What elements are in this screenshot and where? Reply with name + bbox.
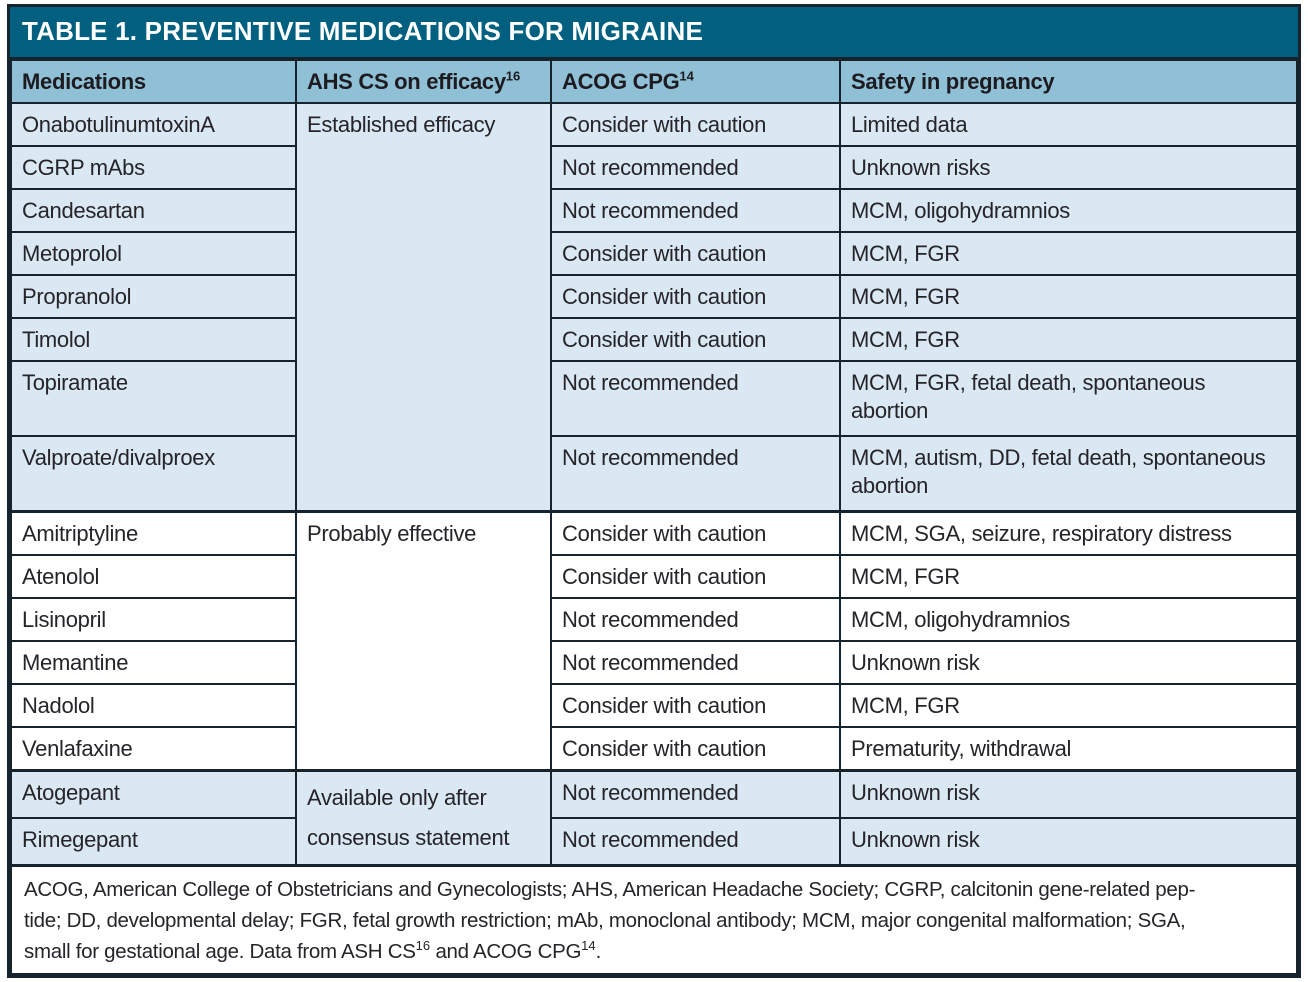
column-header-acog-cpg: ACOG CPG14 — [550, 59, 841, 104]
medication-cell: Memantine — [10, 639, 297, 685]
acog-cell: Not recommended — [550, 145, 841, 190]
footnote-row: ACOG, American College of Obstetricians … — [10, 863, 1298, 975]
medication-cell: Timolol — [10, 317, 297, 362]
column-superscript: 16 — [505, 68, 521, 84]
safety-cell: MCM, SGA, seizure, respiratory distress — [839, 509, 1298, 556]
acog-cell: Consider with caution — [550, 102, 841, 147]
acog-cell: Consider with caution — [550, 553, 841, 599]
medication-cell: Candesartan — [10, 188, 297, 233]
preventive-medications-table: Medications AHS CS on efficacy16 ACOG CP… — [10, 59, 1298, 975]
acog-cell: Consider with caution — [550, 317, 841, 362]
medication-cell: Atenolol — [10, 553, 297, 599]
medication-cell: Venlafaxine — [10, 725, 297, 771]
table-row: Rimegepant Not recommended Unknown risk — [10, 816, 1298, 866]
acog-cell: Not recommended — [550, 768, 841, 819]
acog-cell: Not recommended — [550, 596, 841, 642]
safety-cell: MCM, FGR — [839, 231, 1298, 276]
table-row: Propranolol Consider with caution MCM, F… — [10, 274, 1298, 319]
medication-cell: Valproate/divalproex — [10, 435, 297, 512]
medication-cell: Propranolol — [10, 274, 297, 319]
column-header-safety-pregnancy: Safety in pregnancy — [839, 59, 1298, 104]
footnote-superscript: 16 — [415, 937, 431, 953]
table-row: Atenolol Consider with caution MCM, FGR — [10, 553, 1298, 599]
safety-cell: MCM, oligohydramnios — [839, 596, 1298, 642]
column-label: Medications — [22, 69, 146, 94]
column-header-medications: Medications — [10, 59, 297, 104]
safety-cell: Unknown risk — [839, 768, 1298, 819]
safety-cell: Unknown risk — [839, 639, 1298, 685]
header-row: Medications AHS CS on efficacy16 ACOG CP… — [10, 59, 1298, 104]
footnote-text: small for gestational age. Data from ASH… — [24, 939, 416, 963]
medication-cell: Nadolol — [10, 682, 297, 728]
table-row: Amitriptyline Probably effective Conside… — [10, 509, 1298, 771]
acog-cell: Not recommended — [550, 816, 841, 866]
medication-cell: Atogepant — [10, 768, 297, 819]
table-row: Metoprolol Consider with caution MCM, FG… — [10, 231, 1298, 276]
footnote-line: small for gestational age. Data from ASH… — [24, 936, 1284, 967]
safety-cell: Unknown risks — [839, 145, 1298, 190]
efficacy-group-cell: Available only after consensus statement — [295, 768, 552, 866]
acog-cell: Not recommended — [550, 435, 841, 512]
table-row: Valproate/divalproex Not recommended MCM… — [10, 435, 1298, 512]
acog-cell: Consider with caution — [550, 231, 841, 276]
table-row: OnabotulinumtoxinA Established efficacy … — [10, 102, 1298, 512]
medication-cell: Rimegepant — [10, 816, 297, 866]
medication-cell: CGRP mAbs — [10, 145, 297, 190]
medication-cell: Topiramate — [10, 360, 297, 437]
medication-cell: Amitriptyline — [10, 509, 297, 556]
table-row: Atogepant Available only after consensus… — [10, 768, 1298, 866]
footnote-text: . — [595, 939, 602, 963]
safety-cell: MCM, FGR — [839, 317, 1298, 362]
acog-cell: Consider with caution — [550, 725, 841, 771]
medication-cell: OnabotulinumtoxinA — [10, 102, 297, 147]
footnote-line: tide; DD, developmental delay; FGR, feta… — [24, 908, 1186, 932]
column-header-ahs-cs-efficacy: AHS CS on efficacy16 — [295, 59, 552, 104]
column-label: Safety in pregnancy — [851, 69, 1055, 94]
safety-cell: MCM, FGR — [839, 682, 1298, 728]
table-container: TABLE 1. PREVENTIVE MEDICATIONS FOR MIGR… — [7, 4, 1301, 978]
safety-cell: MCM, FGR — [839, 553, 1298, 599]
table-row: Candesartan Not recommended MCM, oligohy… — [10, 188, 1298, 233]
efficacy-group-cell: Probably effective — [295, 509, 552, 771]
footnote-line: ACOG, American College of Obstetricians … — [24, 877, 1196, 901]
medication-cell: Metoprolol — [10, 231, 297, 276]
table-row: Venlafaxine Consider with caution Premat… — [10, 725, 1298, 771]
column-label: ACOG CPG — [562, 69, 680, 94]
acog-cell: Consider with caution — [550, 682, 841, 728]
acog-cell: Consider with caution — [550, 274, 841, 319]
safety-cell: MCM, FGR, fetal death, spontaneous abort… — [839, 360, 1298, 437]
table-row: Nadolol Consider with caution MCM, FGR — [10, 682, 1298, 728]
table-row: Lisinopril Not recommended MCM, oligohyd… — [10, 596, 1298, 642]
safety-cell: Limited data — [839, 102, 1298, 147]
table-row: CGRP mAbs Not recommended Unknown risks — [10, 145, 1298, 190]
footnote-cell: ACOG, American College of Obstetricians … — [10, 863, 1298, 975]
acog-cell: Not recommended — [550, 360, 841, 437]
medication-cell: Lisinopril — [10, 596, 297, 642]
safety-cell: MCM, FGR — [839, 274, 1298, 319]
table-row: Timolol Consider with caution MCM, FGR — [10, 317, 1298, 362]
footnote-text: and ACOG CPG — [430, 939, 582, 963]
safety-cell: MCM, oligohydramnios — [839, 188, 1298, 233]
efficacy-group-cell: Established efficacy — [295, 102, 552, 512]
safety-cell: Prematurity, withdrawal — [839, 725, 1298, 771]
acog-cell: Not recommended — [550, 639, 841, 685]
safety-cell: MCM, autism, DD, fetal death, spontaneou… — [839, 435, 1298, 512]
acog-cell: Not recommended — [550, 188, 841, 233]
acog-cell: Consider with caution — [550, 509, 841, 556]
table-row: Topiramate Not recommended MCM, FGR, fet… — [10, 360, 1298, 437]
table-title: TABLE 1. PREVENTIVE MEDICATIONS FOR MIGR… — [10, 7, 1298, 59]
column-label: AHS CS on efficacy — [307, 69, 506, 94]
safety-cell: Unknown risk — [839, 816, 1298, 866]
table-row: Memantine Not recommended Unknown risk — [10, 639, 1298, 685]
column-superscript: 14 — [679, 68, 694, 84]
footnote-superscript: 14 — [581, 937, 596, 953]
